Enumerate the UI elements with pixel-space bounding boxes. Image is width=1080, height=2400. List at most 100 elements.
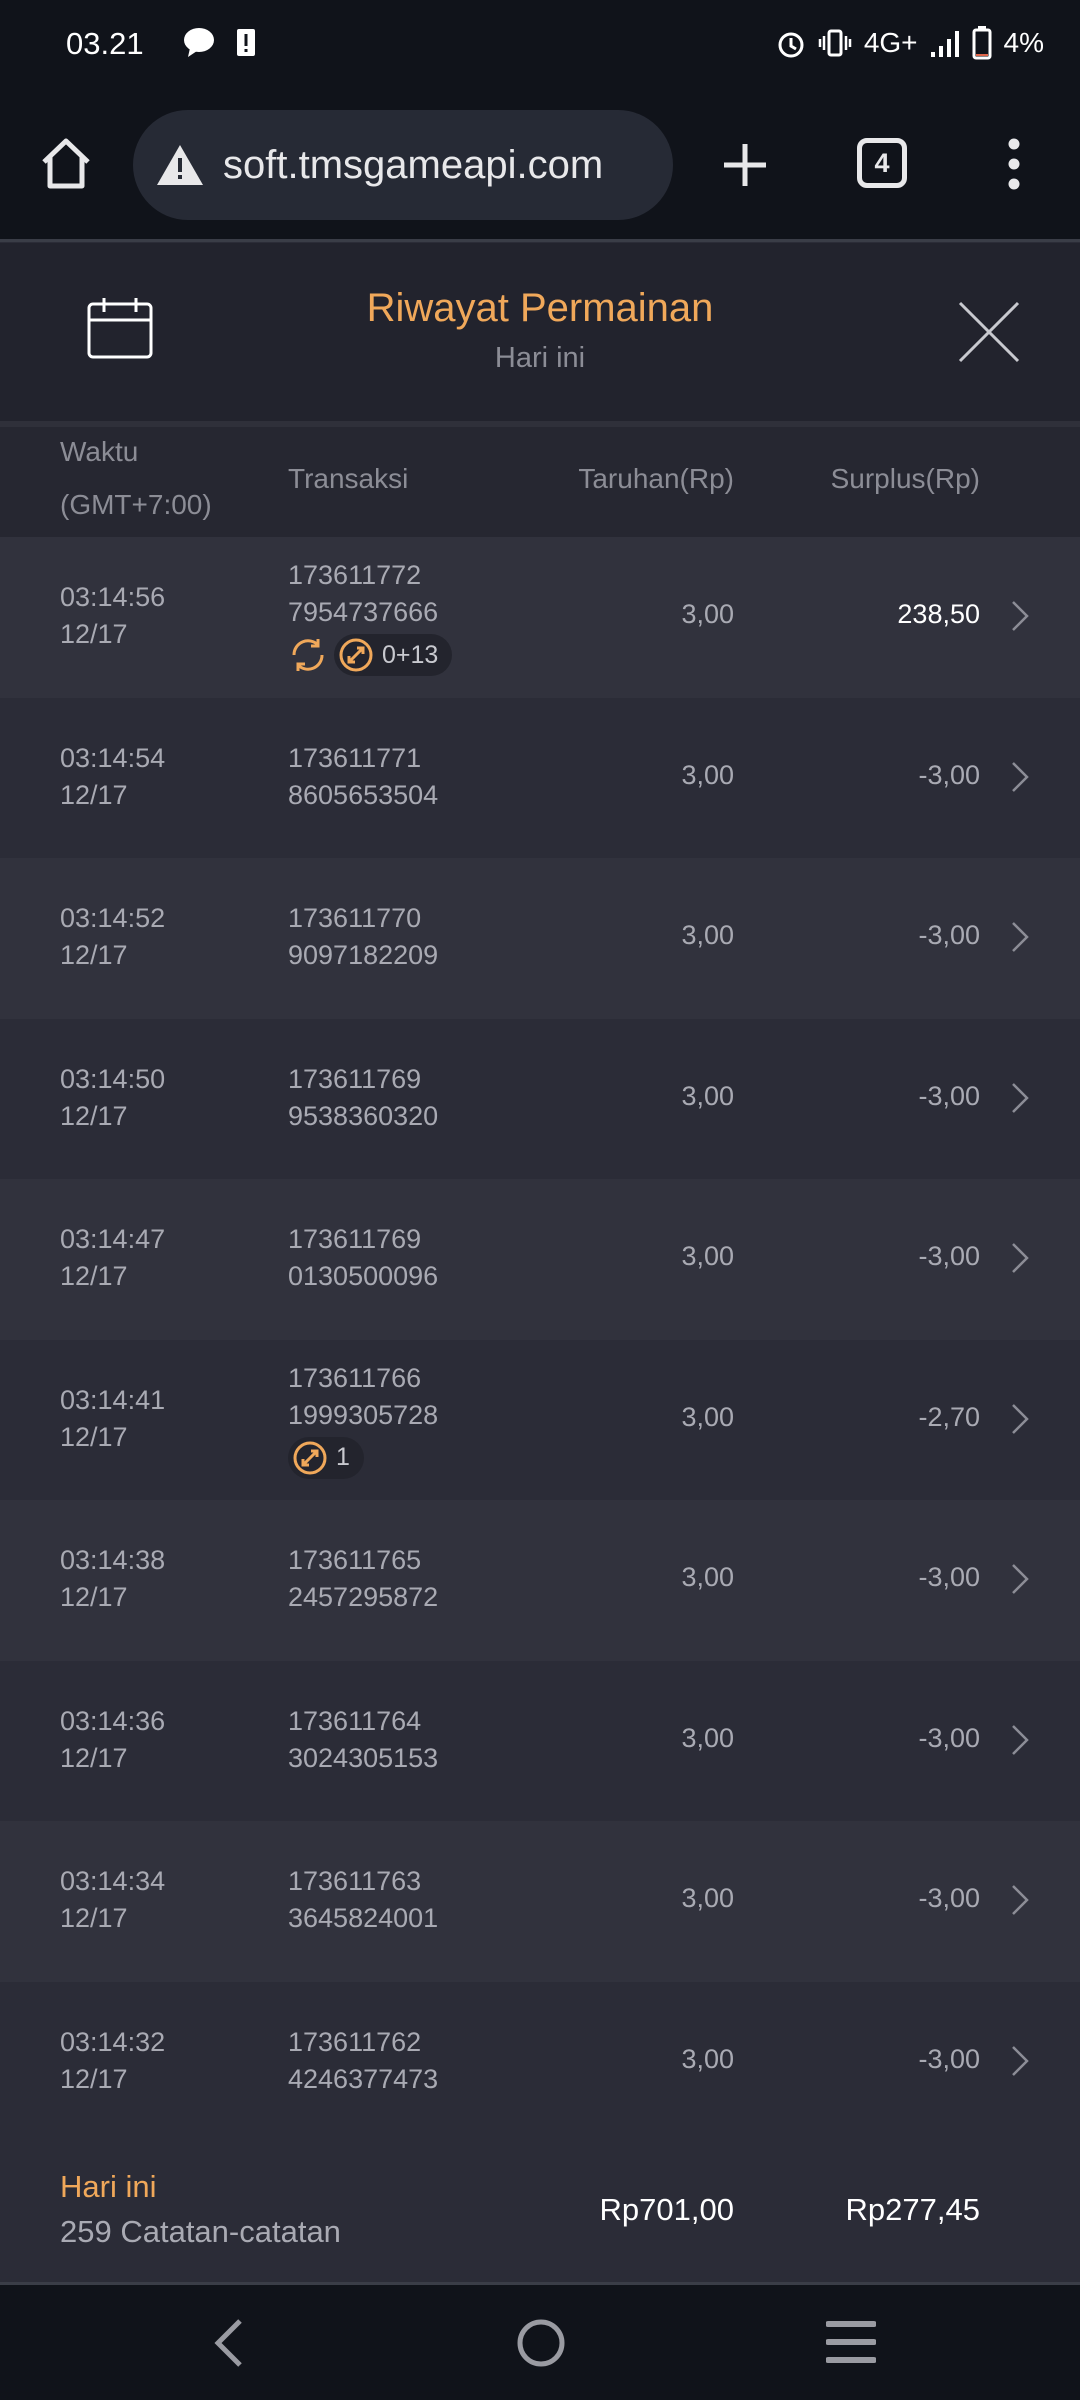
close-icon[interactable]	[958, 301, 1020, 363]
chevron-right-icon[interactable]	[1010, 599, 1030, 633]
row-clock: 03:14:52	[60, 903, 166, 933]
table-row[interactable]: 03:14:38 12/17 173611765 2457295872 3,00 -3,0…	[0, 1500, 1080, 1661]
row-surplus: -3,00	[918, 2043, 980, 2074]
row-clock: 03:14:32	[60, 2026, 166, 2057]
chevron-right-icon[interactable]	[1010, 1883, 1030, 1917]
row-transaction: 173611772 7954737666 0+13	[288, 557, 453, 676]
total-bet: Rp701,00	[599, 2192, 734, 2227]
transaction-id-part2: 4246377473	[288, 2063, 439, 2094]
row-date: 12/17	[60, 1742, 128, 1773]
row-surplus: -3,00	[918, 1883, 980, 1913]
transaction-id-part2: 7954737666	[288, 597, 439, 627]
row-date: 12/17	[60, 1421, 128, 1452]
row-surplus: -3,00	[918, 1241, 980, 1271]
back-icon[interactable]	[208, 2317, 248, 2369]
chevron-right-icon[interactable]	[1010, 760, 1030, 794]
table-row[interactable]: 03:14:54 12/17 173611771 8605653504 3,00 -3,0…	[0, 697, 1080, 858]
table-row[interactable]: 03:14:41 12/17 173611766 1999305728 1 3,00 -2,…	[0, 1339, 1080, 1500]
row-bet: 3,00	[681, 2043, 734, 2074]
row-time: 03:14:52 12/17	[60, 900, 165, 974]
summary-footer: Hari ini 259 Catatan-catatan Rp701,00 Rp…	[0, 2142, 1080, 2285]
table-row[interactable]: 03:14:34 12/17 173611763 3645824001 3,00 -3,0…	[0, 1821, 1080, 1982]
row-clock: 03:14:41	[60, 1384, 166, 1415]
row-bet: 3,00	[681, 1722, 734, 1753]
transaction-id-part2: 0130500096	[288, 1261, 439, 1291]
row-clock: 03:14:34	[60, 1866, 166, 1896]
chevron-right-icon[interactable]	[1010, 1402, 1030, 1436]
chevron-right-icon[interactable]	[1010, 920, 1030, 954]
table-row[interactable]: 03:14:36 12/17 173611764 3024305153 3,00 -3,0…	[0, 1660, 1080, 1821]
transaction-id-part2: 8605653504	[288, 779, 439, 810]
column-bet: Taruhan(Rp)	[578, 463, 734, 494]
row-bet: 3,00	[681, 1883, 734, 1913]
row-date: 12/17	[60, 1100, 128, 1131]
vibrate-icon	[818, 29, 852, 57]
history-header: Riwayat Permainan Hari ini	[0, 243, 1080, 421]
transaction-id-part1: 173611772	[288, 560, 422, 590]
transaction-id-part2: 2457295872	[288, 1582, 439, 1612]
row-clock: 03:14:36	[60, 1705, 166, 1736]
row-transaction: 173611763 3645824001	[288, 1863, 438, 1937]
transaction-id-part1: 173611769	[288, 1224, 422, 1254]
row-bet: 3,00	[681, 1080, 734, 1111]
row-surplus: -3,00	[918, 759, 980, 790]
page-title: Riwayat Permainan	[366, 286, 714, 330]
row-bet: 3,00	[681, 599, 734, 629]
table-row[interactable]: 03:14:32 12/17 173611762 4246377473 3,00 -3,0…	[0, 1981, 1080, 2142]
history-list: 03:14:56 12/17 173611772 7954737666 0+13 3,00…	[0, 537, 1080, 2142]
battery-level: 4%	[1003, 27, 1044, 58]
chevron-right-icon[interactable]	[1010, 2044, 1030, 2078]
row-badges: 0+13	[288, 634, 453, 676]
transaction-id-part1: 173611771	[288, 742, 422, 773]
chevron-right-icon[interactable]	[1010, 1562, 1030, 1596]
home-nav-icon[interactable]	[515, 2317, 567, 2369]
chevron-right-icon[interactable]	[1010, 1723, 1030, 1757]
row-clock: 03:14:56	[60, 582, 166, 612]
row-transaction: 173611766 1999305728 1	[288, 1360, 438, 1479]
row-date: 12/17	[60, 1903, 128, 1933]
row-bet: 3,00	[681, 1401, 734, 1432]
row-surplus: 238,50	[897, 599, 980, 629]
row-time: 03:14:41 12/17	[60, 1382, 165, 1456]
home-icon[interactable]	[38, 136, 94, 192]
chevron-right-icon[interactable]	[1010, 1241, 1030, 1275]
calendar-icon[interactable]	[86, 296, 154, 360]
row-transaction: 173611762 4246377473	[288, 2024, 438, 2098]
system-nav-bar	[0, 2285, 1080, 2400]
row-transaction: 173611770 9097182209	[288, 900, 438, 974]
transaction-id-part2: 3024305153	[288, 1742, 439, 1773]
row-time: 03:14:47 12/17	[60, 1221, 165, 1295]
row-transaction: 173611769 9538360320	[288, 1061, 438, 1135]
row-clock: 03:14:54	[60, 742, 166, 773]
address-bar[interactable]: soft.tmsgameapi.com	[133, 110, 673, 220]
row-date: 12/17	[60, 2063, 128, 2094]
row-transaction: 173611771 8605653504	[288, 740, 438, 814]
row-time: 03:14:50 12/17	[60, 1061, 165, 1135]
more-menu-icon[interactable]	[1000, 138, 1028, 190]
url-text[interactable]: soft.tmsgameapi.com	[223, 142, 604, 187]
row-transaction: 173611769 0130500096	[288, 1221, 438, 1295]
column-surplus: Surplus(Rp)	[830, 463, 980, 494]
chevron-right-icon[interactable]	[1010, 1081, 1030, 1115]
not-secure-warning-icon[interactable]	[155, 143, 205, 187]
row-bet: 3,00	[681, 1562, 734, 1592]
new-tab-icon[interactable]	[720, 140, 770, 190]
free-spin-icon	[339, 638, 373, 672]
row-surplus: -3,00	[918, 920, 980, 950]
row-date: 12/17	[60, 1582, 128, 1612]
column-transaction: Transaksi	[288, 463, 409, 494]
table-row[interactable]: 03:14:52 12/17 173611770 9097182209 3,00 -3,0…	[0, 858, 1080, 1019]
row-clock: 03:14:50	[60, 1063, 166, 1094]
tab-switcher-button[interactable]: 4	[857, 138, 907, 188]
row-date: 12/17	[60, 619, 128, 649]
row-bet: 3,00	[681, 920, 734, 950]
free-spin-badge: 0+13	[334, 634, 453, 676]
recent-apps-icon[interactable]	[826, 2319, 876, 2365]
table-row[interactable]: 03:14:56 12/17 173611772 7954737666 0+13 3,00…	[0, 537, 1080, 698]
row-time: 03:14:34 12/17	[60, 1863, 165, 1937]
total-surplus: Rp277,45	[845, 2192, 980, 2227]
network-type: 4G+	[863, 27, 918, 58]
table-row[interactable]: 03:14:47 12/17 173611769 0130500096 3,00 -3,0…	[0, 1179, 1080, 1340]
transaction-id-part2: 9538360320	[288, 1100, 439, 1131]
table-row[interactable]: 03:14:50 12/17 173611769 9538360320 3,00 -3,0…	[0, 1018, 1080, 1179]
